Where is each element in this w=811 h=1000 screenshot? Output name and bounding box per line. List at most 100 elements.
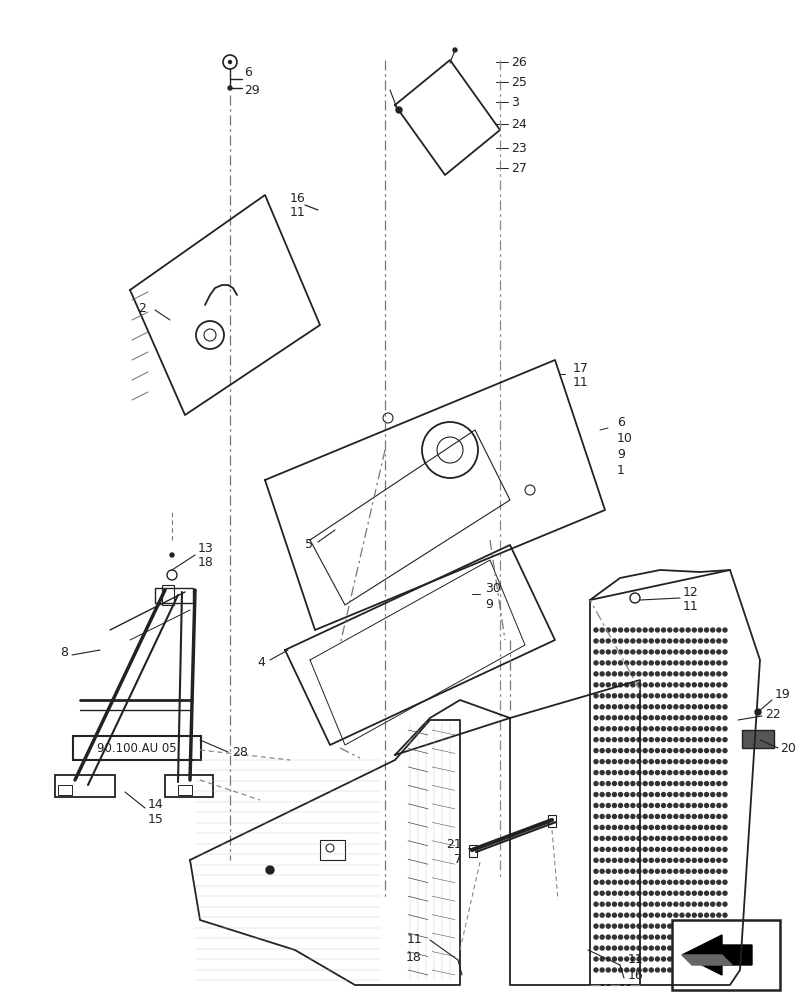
Circle shape	[697, 946, 702, 950]
Circle shape	[667, 891, 671, 895]
Circle shape	[599, 902, 603, 906]
Circle shape	[606, 968, 610, 972]
Circle shape	[611, 880, 616, 884]
Circle shape	[649, 968, 653, 972]
Circle shape	[654, 924, 659, 928]
Circle shape	[716, 946, 720, 950]
Bar	[58, 785, 72, 795]
Circle shape	[649, 924, 653, 928]
Circle shape	[661, 727, 665, 731]
Circle shape	[716, 924, 720, 928]
Circle shape	[685, 946, 689, 950]
Circle shape	[611, 814, 616, 818]
Circle shape	[710, 880, 714, 884]
Circle shape	[618, 705, 622, 709]
Circle shape	[667, 650, 671, 654]
Circle shape	[630, 639, 634, 643]
Circle shape	[667, 869, 671, 873]
Circle shape	[679, 924, 683, 928]
Circle shape	[599, 946, 603, 950]
Circle shape	[754, 709, 760, 715]
Circle shape	[630, 946, 634, 950]
Circle shape	[673, 869, 677, 873]
Circle shape	[685, 880, 689, 884]
Circle shape	[710, 738, 714, 742]
Circle shape	[642, 902, 646, 906]
Circle shape	[710, 749, 714, 753]
Circle shape	[611, 683, 616, 687]
Circle shape	[636, 836, 640, 840]
Circle shape	[704, 825, 708, 829]
Circle shape	[618, 880, 622, 884]
Circle shape	[697, 836, 702, 840]
Circle shape	[599, 782, 603, 786]
Circle shape	[642, 672, 646, 676]
Circle shape	[594, 847, 597, 851]
Circle shape	[624, 793, 628, 797]
Circle shape	[692, 716, 695, 720]
Circle shape	[642, 814, 646, 818]
Circle shape	[642, 847, 646, 851]
Circle shape	[618, 891, 622, 895]
Circle shape	[624, 858, 628, 862]
Circle shape	[661, 683, 665, 687]
Circle shape	[710, 902, 714, 906]
Bar	[165, 775, 212, 797]
Text: 16: 16	[627, 969, 643, 982]
Circle shape	[667, 935, 671, 939]
Text: 12: 12	[682, 585, 698, 598]
Bar	[55, 775, 115, 797]
Circle shape	[710, 913, 714, 917]
Circle shape	[673, 858, 677, 862]
Circle shape	[685, 968, 689, 972]
Circle shape	[606, 924, 610, 928]
Circle shape	[697, 727, 702, 731]
Circle shape	[594, 946, 597, 950]
Circle shape	[692, 913, 695, 917]
Circle shape	[624, 803, 628, 807]
Circle shape	[710, 650, 714, 654]
Circle shape	[697, 760, 702, 764]
Circle shape	[685, 858, 689, 862]
Circle shape	[667, 727, 671, 731]
Circle shape	[594, 771, 597, 775]
Circle shape	[710, 628, 714, 632]
Circle shape	[667, 847, 671, 851]
Circle shape	[722, 891, 726, 895]
Circle shape	[611, 924, 616, 928]
Text: 11: 11	[289, 206, 305, 219]
Circle shape	[618, 782, 622, 786]
Circle shape	[599, 880, 603, 884]
Bar	[162, 585, 174, 605]
Circle shape	[618, 957, 622, 961]
Text: 9: 9	[484, 598, 492, 611]
Circle shape	[661, 661, 665, 665]
Circle shape	[599, 935, 603, 939]
Circle shape	[654, 661, 659, 665]
Circle shape	[594, 858, 597, 862]
Circle shape	[618, 847, 622, 851]
Text: 18: 18	[406, 951, 422, 964]
Circle shape	[692, 738, 695, 742]
Circle shape	[704, 891, 708, 895]
Circle shape	[649, 694, 653, 698]
Circle shape	[228, 86, 232, 90]
Circle shape	[649, 836, 653, 840]
Circle shape	[630, 924, 634, 928]
Circle shape	[685, 913, 689, 917]
Circle shape	[618, 869, 622, 873]
Circle shape	[636, 650, 640, 654]
Circle shape	[636, 782, 640, 786]
Circle shape	[624, 672, 628, 676]
Circle shape	[679, 782, 683, 786]
Text: 90.100.AU 05: 90.100.AU 05	[97, 742, 177, 754]
Circle shape	[642, 683, 646, 687]
Circle shape	[692, 639, 695, 643]
Circle shape	[649, 946, 653, 950]
Circle shape	[685, 639, 689, 643]
Polygon shape	[681, 935, 751, 975]
Circle shape	[704, 694, 708, 698]
Circle shape	[685, 771, 689, 775]
Circle shape	[618, 650, 622, 654]
Circle shape	[697, 847, 702, 851]
